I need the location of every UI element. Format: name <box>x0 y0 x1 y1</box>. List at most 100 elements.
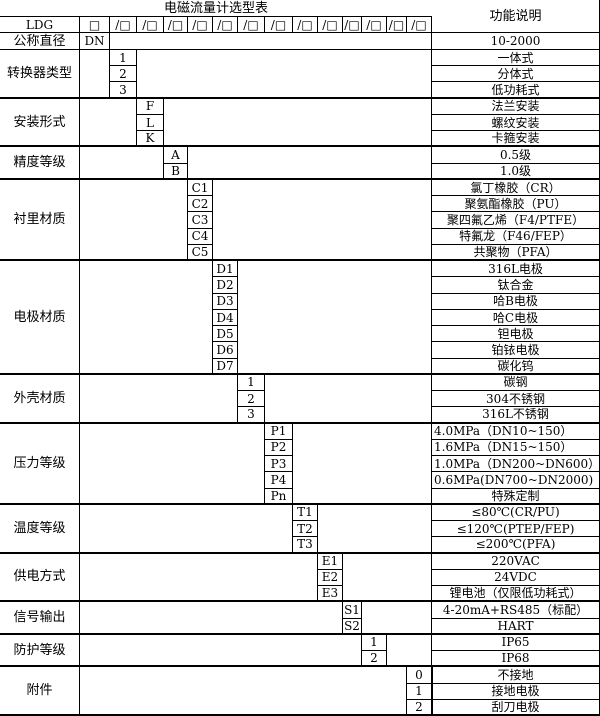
option-code: D6 <box>213 342 238 359</box>
option-description: 0.5级 <box>432 147 600 164</box>
function-header: 功能说明 <box>432 0 600 33</box>
option-code: P1 <box>265 423 293 440</box>
option-description: 4-20mA+RS485（标配） <box>432 602 600 619</box>
model-slot: □ <box>80 17 110 33</box>
nominal-diameter-code: DN <box>80 33 110 50</box>
option-description: 接地电极 <box>432 683 600 700</box>
model-slot: /□ <box>293 17 318 33</box>
empty-cell <box>213 179 432 262</box>
option-description: 0.6MPa(DN700~DN2000) <box>432 472 600 489</box>
empty-cell <box>110 33 432 50</box>
option-code: C4 <box>188 228 213 245</box>
group-label: 衬里材质 <box>0 179 80 262</box>
option-description: IP68 <box>432 651 600 668</box>
option-description: 一体式 <box>432 50 600 67</box>
model-prefix: LDG <box>0 17 80 33</box>
option-code: D5 <box>213 326 238 343</box>
model-slot: /□ <box>137 17 164 33</box>
option-code: 2 <box>407 699 432 716</box>
option-code: E1 <box>318 553 343 570</box>
table-title: 电磁流量计选型表 <box>0 0 432 17</box>
option-code: D4 <box>213 309 238 327</box>
option-code: 2 <box>110 66 137 83</box>
empty-cell <box>80 553 318 603</box>
empty-cell <box>238 261 432 375</box>
empty-cell <box>362 602 432 635</box>
option-description: HART <box>432 618 600 635</box>
option-description: 316L不锈钢 <box>432 407 600 424</box>
option-description: IP65 <box>432 634 600 651</box>
option-code: C2 <box>188 196 213 213</box>
option-code: S2 <box>343 618 362 635</box>
empty-cell <box>80 261 213 375</box>
option-description: 钛合金 <box>432 277 600 294</box>
option-code: 2 <box>238 391 265 408</box>
option-description: 316L电极 <box>432 261 600 278</box>
option-description: 共聚物（PFA） <box>432 244 600 262</box>
option-description: 卡箍安装 <box>432 131 600 148</box>
option-description: ≤200℃(PFA) <box>432 537 600 554</box>
option-description: 不接地 <box>432 667 600 684</box>
empty-cell <box>80 98 137 148</box>
empty-cell <box>137 50 432 99</box>
group-label: 防护等级 <box>0 634 80 668</box>
option-description: 1.0级 <box>432 163 600 180</box>
option-description: 特殊定制 <box>432 488 600 505</box>
option-description: 聚四氟乙烯（F4/PTFE） <box>432 212 600 229</box>
option-description: 分体式 <box>432 66 600 83</box>
model-slot: /□ <box>110 17 137 33</box>
option-description: 特氟龙（F46/FEP） <box>432 228 600 245</box>
option-description: 刮刀电极 <box>432 699 600 716</box>
option-code: P4 <box>265 472 293 489</box>
option-code: L <box>137 114 164 132</box>
option-description: 碳化钨 <box>432 358 600 375</box>
option-code: 1 <box>110 50 137 67</box>
option-code: 1 <box>238 374 265 392</box>
option-description: 哈B电极 <box>432 293 600 310</box>
option-code: 3 <box>238 407 265 424</box>
empty-cell <box>80 179 188 262</box>
option-description: 铂铱电极 <box>432 342 600 359</box>
group-label: 附件 <box>0 667 80 716</box>
group-label: 精度等级 <box>0 147 80 180</box>
empty-cell <box>80 602 343 635</box>
empty-cell <box>80 147 164 180</box>
option-description: 法兰安装 <box>432 98 600 115</box>
empty-cell <box>293 423 432 505</box>
option-code: D3 <box>213 293 238 310</box>
option-code: F <box>137 98 164 115</box>
nominal-diameter-description: 10-2000 <box>432 33 600 50</box>
group-label: 转换器类型 <box>0 50 80 99</box>
model-slot: /□ <box>362 17 387 33</box>
option-description: 聚氨酯橡胶（PU） <box>432 196 600 213</box>
model-slot: /□ <box>213 17 238 33</box>
option-description: 24VDC <box>432 569 600 587</box>
option-code: 3 <box>110 82 137 99</box>
option-description: 1.0MPa（DN200~DN600） <box>432 456 600 473</box>
option-code: D7 <box>213 358 238 375</box>
empty-cell <box>387 634 432 668</box>
option-code: C3 <box>188 212 213 229</box>
option-code: 0 <box>407 667 432 684</box>
empty-cell <box>265 374 432 424</box>
option-description: 锂电池（仅限低功耗式） <box>432 586 600 603</box>
option-code: 1 <box>407 683 432 700</box>
empty-cell <box>188 147 432 180</box>
option-code: P3 <box>265 456 293 473</box>
option-code: P2 <box>265 439 293 457</box>
empty-cell <box>343 553 432 603</box>
nominal-diameter-label: 公称直径 <box>0 33 80 50</box>
option-code: D1 <box>213 261 238 278</box>
option-description: 钽电极 <box>432 326 600 343</box>
empty-cell <box>80 50 110 99</box>
option-code: B <box>164 163 188 180</box>
option-description: 220VAC <box>432 553 600 570</box>
group-label: 压力等级 <box>0 423 80 505</box>
group-label: 电极材质 <box>0 261 80 375</box>
option-description: 304不锈钢 <box>432 391 600 408</box>
empty-cell <box>80 423 265 505</box>
option-code: D2 <box>213 277 238 294</box>
model-slot: /□ <box>407 17 432 33</box>
model-slot: /□ <box>265 17 293 33</box>
